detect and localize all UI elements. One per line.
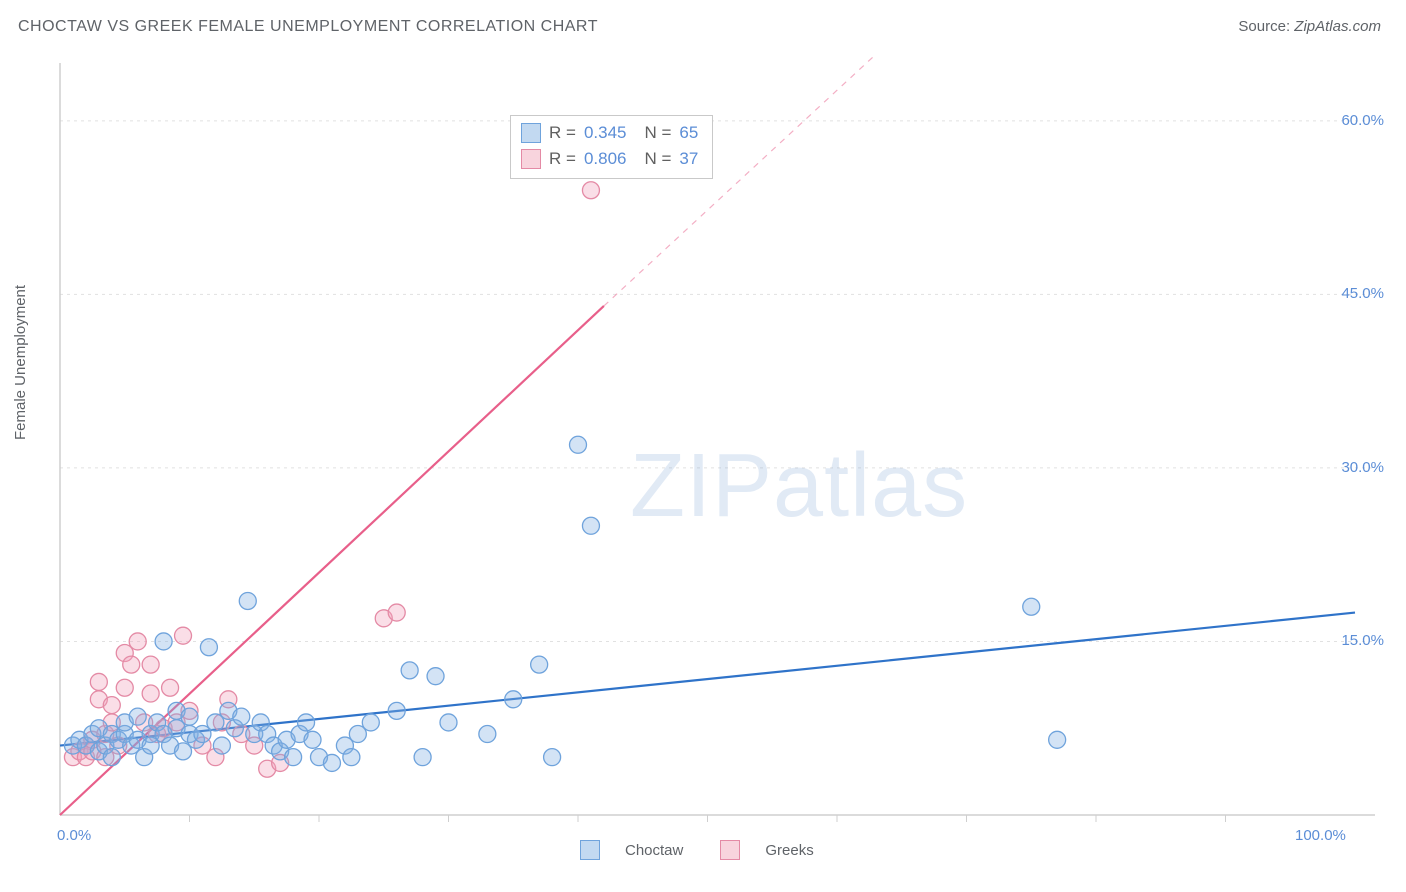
- r-value-greeks: 0.806: [584, 146, 627, 172]
- source-attribution: Source: ZipAtlas.com: [1238, 18, 1381, 35]
- legend-r-row: R = 0.806 N = 37: [521, 146, 698, 172]
- x-tick-label: 100.0%: [1295, 827, 1346, 844]
- chart-svg: [50, 55, 1380, 830]
- source-name: ZipAtlas.com: [1294, 18, 1381, 35]
- correlation-legend: R = 0.345 N = 65 R = 0.806 N = 37: [510, 115, 713, 179]
- plot-area: ZIPatlas R = 0.345 N = 65 R = 0.806 N = …: [50, 55, 1380, 830]
- chart-container: CHOCTAW VS GREEK FEMALE UNEMPLOYMENT COR…: [0, 0, 1406, 892]
- swatch-blue-icon: [580, 840, 600, 860]
- x-tick-label: 0.0%: [57, 827, 91, 844]
- swatch-pink-icon: [521, 149, 541, 169]
- series-label-greeks: Greeks: [765, 842, 813, 859]
- swatch-blue-icon: [521, 123, 541, 143]
- y-tick-label: 30.0%: [1341, 459, 1384, 476]
- source-prefix: Source:: [1238, 18, 1294, 35]
- legend-r-row: R = 0.345 N = 65: [521, 120, 698, 146]
- series-label-choctaw: Choctaw: [625, 842, 683, 859]
- y-axis-label: Female Unemployment: [12, 285, 29, 440]
- chart-title: CHOCTAW VS GREEK FEMALE UNEMPLOYMENT COR…: [18, 18, 598, 36]
- y-tick-label: 60.0%: [1341, 112, 1384, 129]
- series-legend: Choctaw Greeks: [580, 840, 814, 860]
- y-tick-label: 15.0%: [1341, 632, 1384, 649]
- y-tick-label: 45.0%: [1341, 285, 1384, 302]
- n-value-greeks: 37: [679, 146, 698, 172]
- swatch-pink-icon: [720, 840, 740, 860]
- n-value-choctaw: 65: [679, 120, 698, 146]
- r-value-choctaw: 0.345: [584, 120, 627, 146]
